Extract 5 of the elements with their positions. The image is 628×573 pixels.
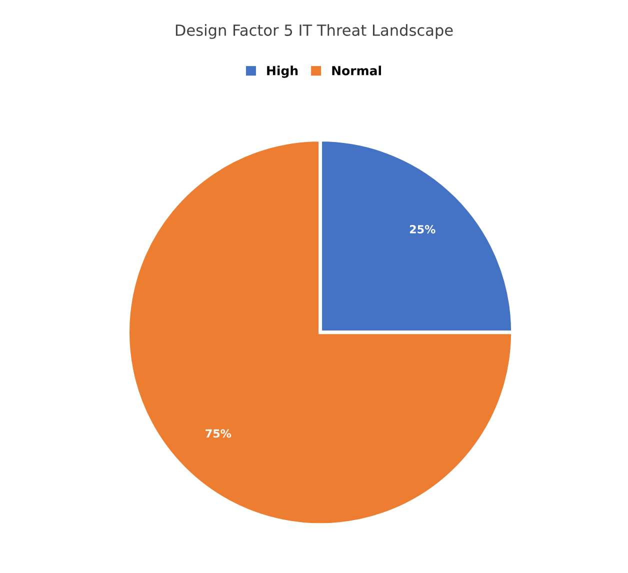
legend-label: High bbox=[267, 66, 298, 78]
data-label: 25% bbox=[410, 225, 436, 234]
data-label: 75% bbox=[206, 429, 232, 438]
chart-title: Design Factor 5 IT Threat Landscape bbox=[176, 24, 453, 39]
legend-label: Normal bbox=[332, 66, 381, 76]
